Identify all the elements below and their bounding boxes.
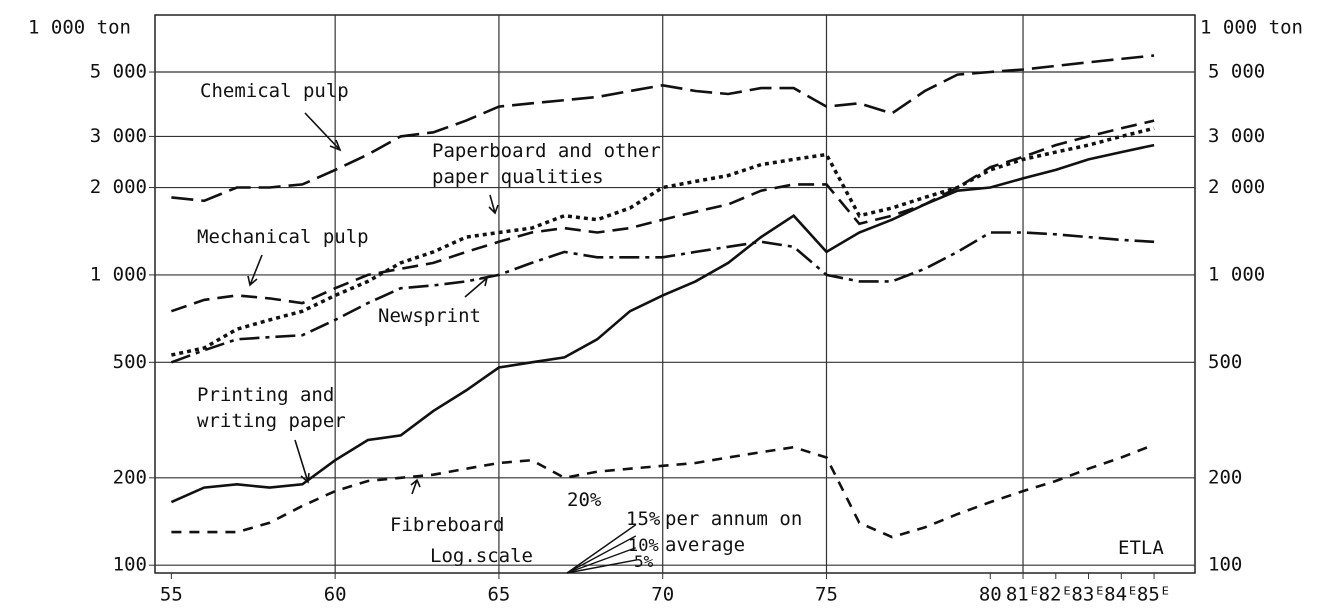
- source: ETLA: [1118, 537, 1164, 559]
- series-line: [170, 143, 1155, 504]
- growth-rate-line: [566, 524, 637, 574]
- x-tick-label: 83ᴱ: [1071, 584, 1105, 606]
- x-tick-label: 55: [160, 584, 183, 606]
- plot: 100 100 200 200 500 500 1 000 1 000 2 000 2 000 3 …: [90, 14, 1265, 606]
- series-line: [171, 443, 1155, 539]
- y-tick-label-right: 500: [1208, 351, 1242, 373]
- label-paperboard: Paperboard and other paper qualities: [432, 140, 661, 188]
- x-tick-label: 70: [651, 584, 674, 606]
- y-unit-right: 1 000 ton: [1200, 17, 1303, 39]
- label-newsprint: Newsprint: [378, 305, 481, 327]
- x-tick-label: 75: [815, 584, 838, 606]
- y-tick-label-right: 3 000: [1208, 125, 1265, 147]
- scale-note: Log.scale: [430, 545, 533, 567]
- y-tick-label-right: 2 000: [1208, 176, 1265, 198]
- x-tick-label: 81ᴱ: [1006, 584, 1040, 606]
- rate-label: 5%: [634, 552, 654, 571]
- x-tick-label: 60: [324, 584, 347, 606]
- arrow: [304, 112, 342, 152]
- y-tick-label: 100: [113, 554, 147, 576]
- label-mechanical: Mechanical pulp: [197, 226, 369, 248]
- arrow: [410, 478, 421, 495]
- x-tick-label: 80: [979, 584, 1002, 606]
- growth-rate-line: [566, 559, 636, 574]
- y-unit-left: 1 000 ton: [28, 17, 131, 39]
- y-tick-label: 200: [113, 466, 147, 488]
- arrow: [247, 254, 263, 287]
- y-tick-label-right: 1 000: [1208, 263, 1265, 285]
- growth-note: per annum on average: [665, 508, 803, 556]
- growth-rate-line: [566, 547, 637, 574]
- label-printing: Printing and writing paper: [197, 384, 346, 432]
- arrow: [464, 277, 489, 298]
- plot-frame: [154, 14, 1196, 574]
- label-chemical: Chemical pulp: [200, 80, 349, 102]
- y-tick-label: 500: [113, 351, 147, 373]
- y-tick-label: 5 000: [90, 61, 147, 83]
- arrow: [488, 194, 499, 215]
- y-tick-label: 2 000: [90, 176, 147, 198]
- x-tick-label: 85ᴱ: [1137, 584, 1171, 606]
- y-tick-label-right: 5 000: [1208, 61, 1265, 83]
- x-tick-label: 82ᴱ: [1039, 584, 1073, 606]
- series-line: [171, 54, 1155, 203]
- arrow: [294, 439, 310, 484]
- y-tick-label-right: 200: [1208, 466, 1242, 488]
- series-line: [170, 231, 1155, 364]
- growth-rate-line: [566, 535, 637, 574]
- y-tick-label: 3 000: [90, 125, 147, 147]
- y-tick-label: 1 000: [90, 263, 147, 285]
- rate-label: 20%: [567, 489, 602, 511]
- label-fibreboard: Fibreboard: [390, 514, 505, 536]
- x-tick-label: 84ᴱ: [1104, 584, 1138, 606]
- rate-label: 15%: [626, 508, 661, 530]
- arrows: [247, 112, 499, 495]
- x-tick-label: 65: [487, 584, 510, 606]
- rate-label: 10%: [628, 536, 659, 556]
- y-tick-label-right: 100: [1208, 554, 1242, 576]
- series-line: [170, 119, 1155, 313]
